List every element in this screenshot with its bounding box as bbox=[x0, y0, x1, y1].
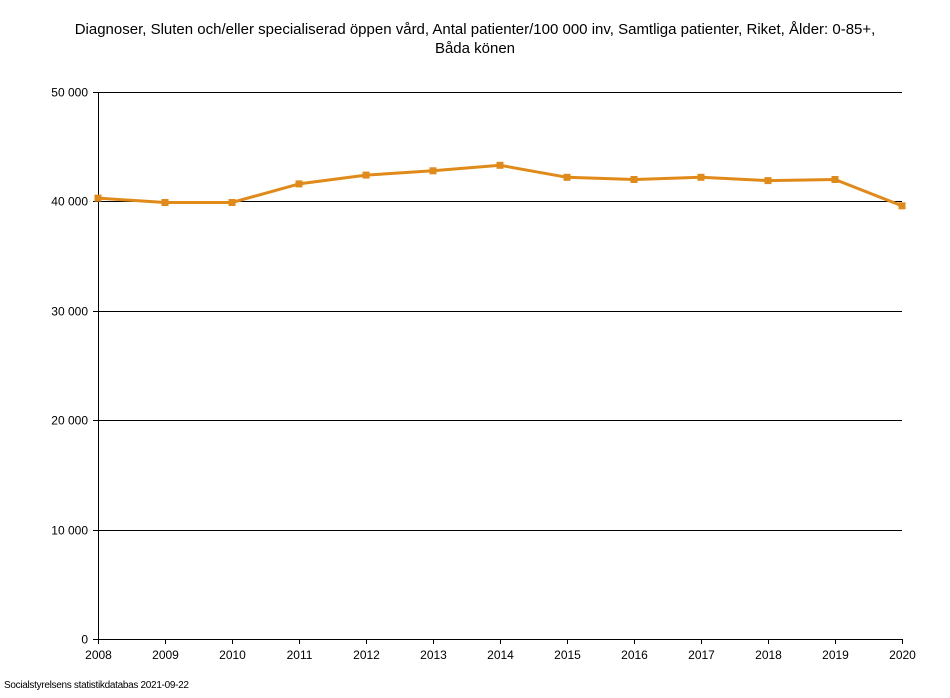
y-tick-label: 0 bbox=[81, 633, 88, 647]
y-tick-label: 50 000 bbox=[51, 86, 88, 100]
chart-title-line-2: Båda könen bbox=[434, 40, 516, 57]
x-tick-label: 2011 bbox=[287, 648, 313, 662]
data-point-2019[interactable] bbox=[831, 176, 839, 183]
y-tick-label: 40 000 bbox=[51, 195, 88, 209]
chart-title-line-1: Diagnoser, Sluten och/eller specialisera… bbox=[74, 21, 876, 38]
grid-lines bbox=[98, 92, 902, 531]
data-point-2020[interactable] bbox=[898, 202, 906, 210]
x-tick-label: 2008 bbox=[85, 648, 112, 662]
data-point-2017[interactable] bbox=[697, 173, 705, 181]
x-tick-label: 2019 bbox=[822, 648, 849, 662]
x-tick-label: 2012 bbox=[353, 648, 380, 662]
y-tick-label: 20 000 bbox=[51, 414, 88, 428]
x-tick-label: 2017 bbox=[688, 648, 715, 662]
data-point-2009[interactable] bbox=[161, 199, 169, 206]
y-tick-labels: 0 10 000 20 000 30 000 40 000 50 000 bbox=[51, 86, 88, 647]
data-point-2008[interactable] bbox=[94, 194, 102, 202]
x-tick-label: 2009 bbox=[152, 648, 179, 662]
data-point-2018[interactable] bbox=[764, 177, 772, 185]
x-tick-label: 2014 bbox=[487, 648, 514, 662]
data-point-2014[interactable] bbox=[496, 161, 504, 169]
x-tick-label: 2015 bbox=[554, 648, 581, 662]
data-point-2010[interactable] bbox=[228, 199, 236, 206]
series bbox=[94, 161, 906, 210]
x-tick-label: 2020 bbox=[889, 648, 916, 662]
data-point-2011[interactable] bbox=[295, 180, 303, 188]
y-tick-label: 30 000 bbox=[51, 305, 88, 319]
chart-title: Diagnoser, Sluten och/eller specialisera… bbox=[0, 20, 950, 58]
x-tick-labels: 2008 2009 2010 2011 2012 2013 2014 2015 2016 2017… bbox=[85, 648, 916, 662]
x-tick-label: 2016 bbox=[621, 648, 648, 662]
data-point-2013[interactable] bbox=[429, 167, 437, 175]
axes bbox=[93, 92, 903, 644]
x-tick-label: 2013 bbox=[420, 648, 447, 662]
y-tick-label: 10 000 bbox=[51, 524, 88, 538]
source-footnote: Socialstyrelsens statistikdatabas 2021-0… bbox=[4, 680, 189, 691]
x-tick-label: 2010 bbox=[219, 648, 246, 662]
data-point-2016[interactable] bbox=[630, 176, 638, 183]
x-tick-label: 2018 bbox=[755, 648, 782, 662]
series-line bbox=[96, 163, 904, 208]
data-point-2012[interactable] bbox=[362, 171, 370, 179]
data-point-2015[interactable] bbox=[563, 173, 571, 181]
